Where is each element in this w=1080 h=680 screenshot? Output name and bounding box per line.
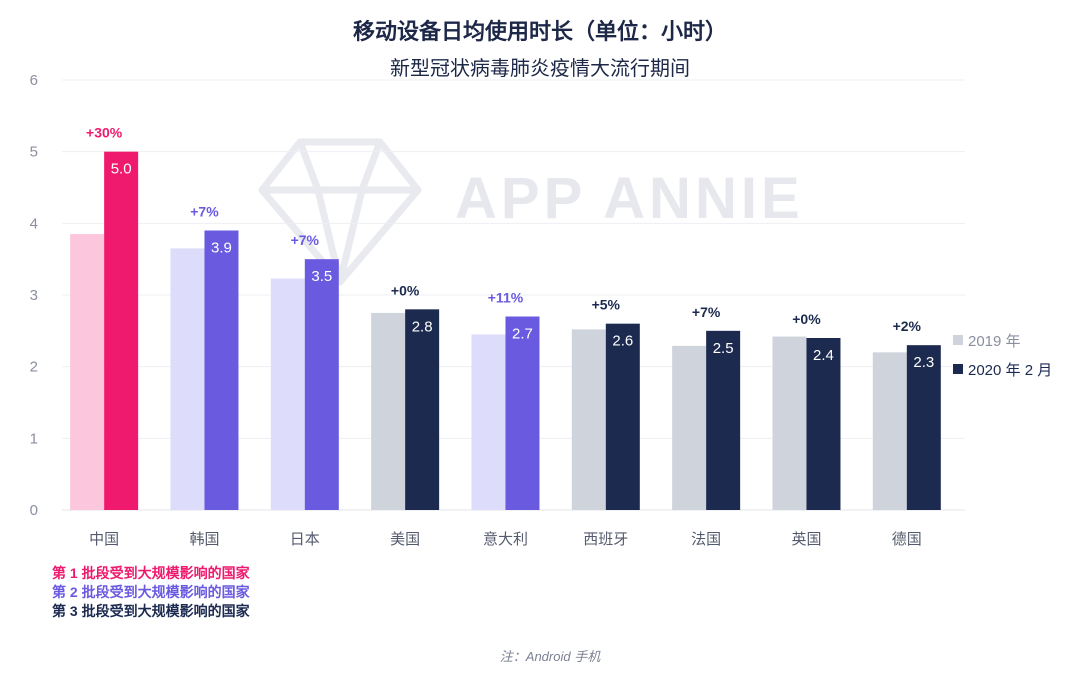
y-tick-label: 3 (30, 287, 38, 304)
value-label-2: 3.5 (311, 268, 332, 285)
legend-label-2019: 2019 年 (968, 333, 1021, 350)
y-tick-label: 5 (30, 144, 38, 161)
bar-2019-0 (70, 234, 105, 511)
chart-title: 移动设备日均使用时长（单位：小时） (352, 19, 727, 44)
bar-2020-7 (806, 338, 841, 510)
value-label-3: 2.8 (412, 318, 433, 335)
group-legend: 第 1 批段受到大规模影响的国家 第 2 批段受到大规模影响的国家 第 3 批段… (52, 564, 250, 621)
change-label-3: +0% (391, 282, 420, 298)
bar-2020-3 (405, 309, 440, 510)
value-label-6: 2.5 (713, 340, 734, 357)
x-tick-label-8: 德国 (892, 530, 922, 548)
x-tick-label-6: 法国 (691, 531, 721, 548)
bar-2020-1 (204, 230, 239, 510)
value-label-1: 3.9 (211, 240, 232, 257)
change-label-0: +30% (86, 125, 123, 141)
chart-subtitle: 新型冠状病毒肺炎疫情大流行期间 (390, 58, 690, 80)
y-axis: 0 1 2 3 4 5 6 (30, 72, 38, 519)
footnote: 注：Android 手机 (499, 649, 601, 664)
value-label-7: 2.4 (813, 347, 834, 364)
series-legend: 2019 年 2020 年 2 月 (953, 333, 1052, 379)
x-tick-label-3: 美国 (390, 531, 420, 548)
change-label-7: +0% (792, 311, 821, 327)
bar-2019-7 (772, 336, 807, 510)
change-label-2: +7% (291, 232, 320, 248)
value-label-5: 2.6 (612, 333, 633, 350)
legend-swatch-2019 (953, 335, 963, 345)
bar-2019-4 (471, 334, 506, 510)
legend-label-2020: 2020 年 2 月 (968, 362, 1052, 379)
bar-2019-3 (371, 312, 406, 510)
change-label-1: +7% (190, 204, 219, 220)
y-tick-label: 2 (30, 359, 38, 376)
bar-2019-6 (672, 345, 707, 510)
bar-2020-2 (304, 259, 339, 510)
y-tick-label: 0 (30, 502, 38, 519)
change-label-6: +7% (692, 304, 721, 320)
diamond-logo-icon (258, 138, 422, 286)
bar-2019-5 (571, 329, 606, 510)
bar-2020-5 (605, 323, 640, 510)
y-tick-label: 1 (30, 430, 38, 447)
x-tick-label-0: 中国 (89, 531, 119, 548)
app-annie-watermark: APP ANNIE (258, 138, 804, 286)
bar-2019-2 (270, 278, 305, 510)
change-label-4: +11% (488, 290, 524, 306)
group-legend-item-3: 第 3 批段受到大规模影响的国家 (52, 603, 250, 619)
value-label-4: 2.7 (512, 326, 533, 343)
group-legend-item-1: 第 1 批段受到大规模影响的国家 (52, 565, 250, 581)
bar-2020-4 (505, 316, 540, 510)
x-tick-label-1: 韩国 (189, 531, 219, 548)
x-tick-label-5: 西班牙 (583, 531, 628, 548)
y-tick-label: 6 (30, 72, 38, 89)
bars: 5.0 +30% 3.9 +7% 3.5 +7% 2.8 +0% 2.7 +11% 2.6 +5% 2.… (70, 125, 941, 511)
group-legend-item-2: 第 2 批段受到大规模影响的国家 (52, 584, 250, 600)
bar-2019-8 (872, 352, 907, 510)
y-tick-label: 4 (30, 215, 38, 232)
x-tick-label-7: 英国 (791, 530, 821, 548)
x-axis: 中国 韩国 日本 美国 意大利 西班牙 法国 英国 德国 (89, 530, 922, 548)
x-tick-label-2: 日本 (290, 531, 320, 548)
x-tick-label-4: 意大利 (483, 530, 528, 548)
bar-2019-1 (170, 248, 205, 510)
bar-2020-8 (906, 345, 941, 510)
bar-2020-6 (706, 330, 741, 510)
value-label-0: 5.0 (111, 161, 132, 178)
bar-2020-0 (104, 151, 139, 510)
value-label-8: 2.3 (913, 354, 934, 371)
change-label-5: +5% (592, 297, 621, 313)
legend-swatch-2020 (953, 364, 963, 374)
change-label-8: +2% (893, 318, 922, 334)
watermark-text: APP ANNIE (455, 166, 804, 231)
